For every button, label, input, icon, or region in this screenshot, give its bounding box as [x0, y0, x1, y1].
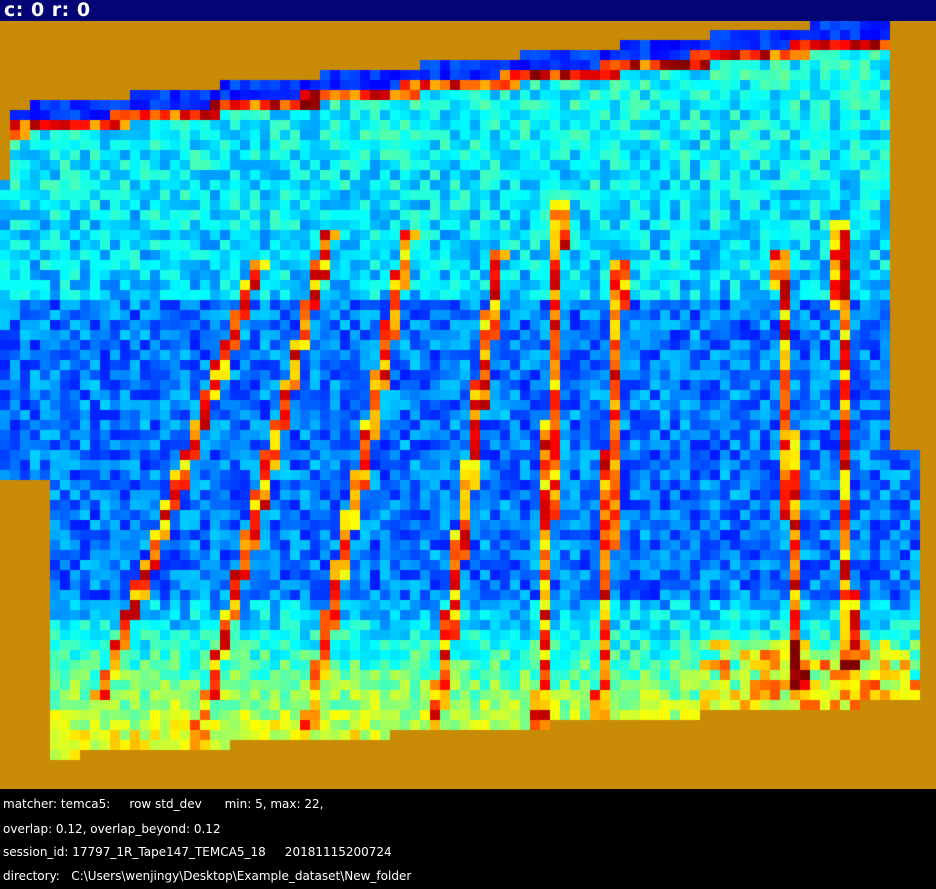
column-row-readout: c: 0 r: 0: [4, 0, 91, 21]
mosaic-viewport[interactable]: c: 0 r: 0: [0, 0, 936, 789]
info-panel: matcher: temca5: row std_dev min: 5, max…: [0, 789, 936, 889]
session-info: session_id: 17797_1R_Tape147_TEMCA5_18 2…: [3, 845, 392, 859]
overlap-info: overlap: 0.12, overlap_beyond: 0.12: [3, 822, 221, 836]
directory-info: directory: C:\Users\wenjingy\Desktop\Exa…: [3, 869, 412, 883]
matcher-info: matcher: temca5: row std_dev min: 5, max…: [3, 797, 324, 811]
top-status-bar: [0, 0, 936, 21]
heatmap-mosaic[interactable]: [0, 0, 936, 789]
